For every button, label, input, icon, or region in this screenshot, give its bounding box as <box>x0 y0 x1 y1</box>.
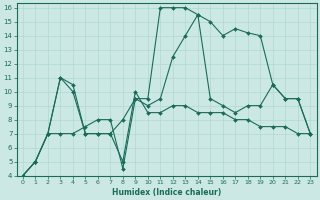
X-axis label: Humidex (Indice chaleur): Humidex (Indice chaleur) <box>112 188 221 197</box>
